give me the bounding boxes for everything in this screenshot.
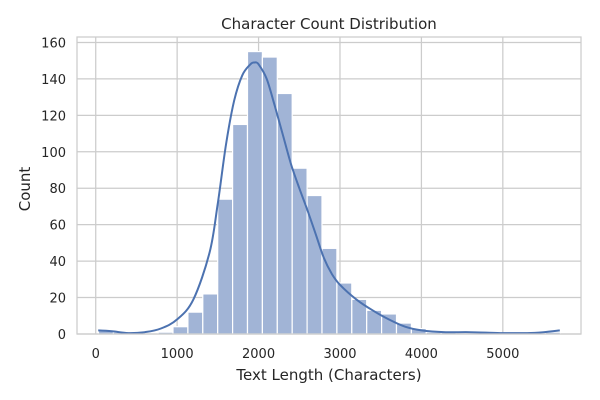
x-tick-label: 0 [92,347,100,362]
histogram-bar [336,282,353,335]
x-tick-label: 1000 [161,347,194,362]
y-tick-label: 80 [49,182,66,197]
y-tick-label: 20 [49,292,66,307]
y-tick-label: 140 [41,73,66,88]
histogram-bar [187,311,204,335]
chart-title: Character Count Distribution [221,15,437,33]
histogram-bar [291,167,308,335]
histogram-bar [202,293,219,335]
y-tick-label: 60 [49,219,66,234]
grid-lines [77,37,581,335]
histogram-bar [172,326,189,335]
x-tick-label: 2000 [242,347,275,362]
y-tick-label: 120 [41,109,66,124]
histogram-bar [261,56,278,335]
x-axis-label: Text Length (Characters) [235,366,421,384]
x-tick-label: 5000 [486,347,519,362]
y-tick-label: 100 [41,146,66,161]
y-tick-label: 160 [41,36,66,51]
x-tick-labels: 0 1000 2000 3000 4000 5000 [92,347,520,362]
y-tick-label: 0 [58,328,66,343]
histogram-bar [246,50,263,335]
plot-frame [76,36,582,335]
histogram-bar [231,123,249,335]
x-tick-label: 3000 [323,347,356,362]
y-tick-labels: 0 20 40 60 80 100 120 140 160 [41,36,66,343]
kde-line [98,61,560,335]
histogram-bar [276,92,293,335]
x-tick-label: 4000 [405,347,438,362]
histogram-bars [97,50,562,335]
kde-curve-group [98,61,560,335]
y-tick-label: 40 [49,255,66,270]
y-axis-label: Count [16,167,34,212]
histogram-bar [217,198,234,335]
